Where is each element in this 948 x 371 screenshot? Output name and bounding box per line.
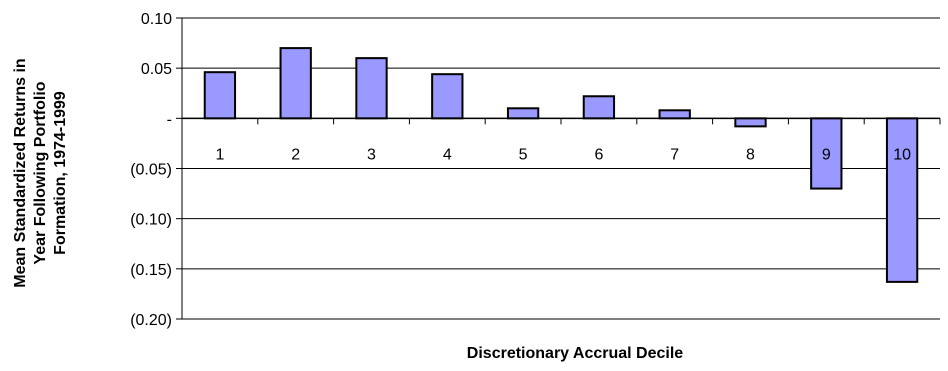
y-tick-label: (0.10) — [130, 212, 172, 229]
bar-decile-9 — [810, 117, 843, 190]
bar-decile-2 — [279, 47, 312, 120]
y-tick-label: (0.20) — [130, 312, 172, 329]
x-category-label: 2 — [291, 146, 300, 163]
y-axis-title: Mean Standardized Returns in Year Follow… — [12, 58, 69, 287]
y-tick-labels: 0.10 0.05 - (0.05) (0.10) (0.15) (0.20) — [130, 11, 172, 329]
y-tick-label: - — [167, 111, 172, 128]
x-axis-title: Discretionary Accrual Decile — [467, 345, 684, 362]
bar-decile-6 — [582, 95, 616, 120]
x-category-label: 6 — [594, 146, 603, 163]
bars — [203, 47, 919, 283]
x-category-label: 8 — [746, 146, 755, 163]
y-axis-title-line-3: Formation, 1974-1999 — [52, 91, 69, 255]
x-category-label: 9 — [822, 146, 831, 163]
bar-decile-5 — [506, 107, 540, 120]
x-category-label: 4 — [443, 146, 452, 163]
x-category-label: 5 — [519, 146, 528, 163]
bar-decile-4 — [431, 73, 464, 120]
bar-decile-1 — [203, 71, 237, 120]
bar-decile-3 — [355, 57, 388, 120]
x-category-label: 3 — [367, 146, 376, 163]
y-tick-label: 0.05 — [141, 61, 172, 78]
y-axis-title-line-2: Year Following Portfolio — [32, 81, 49, 264]
x-category-label: 10 — [893, 146, 911, 163]
y-tick-label: (0.15) — [130, 262, 172, 279]
axes — [181, 18, 941, 319]
x-category-label: 7 — [670, 146, 679, 163]
x-category-label: 1 — [215, 146, 224, 163]
bar-decile-7 — [658, 109, 691, 120]
bar-decile-8 — [734, 117, 767, 128]
bar-decile-10 — [885, 117, 919, 283]
y-axis-title-line-1: Mean Standardized Returns in — [12, 58, 29, 287]
y-tick-label: 0.10 — [141, 11, 172, 28]
y-tick-label: (0.05) — [130, 162, 172, 179]
x-category-labels: 1 2 3 4 5 6 7 8 9 10 — [215, 146, 911, 163]
